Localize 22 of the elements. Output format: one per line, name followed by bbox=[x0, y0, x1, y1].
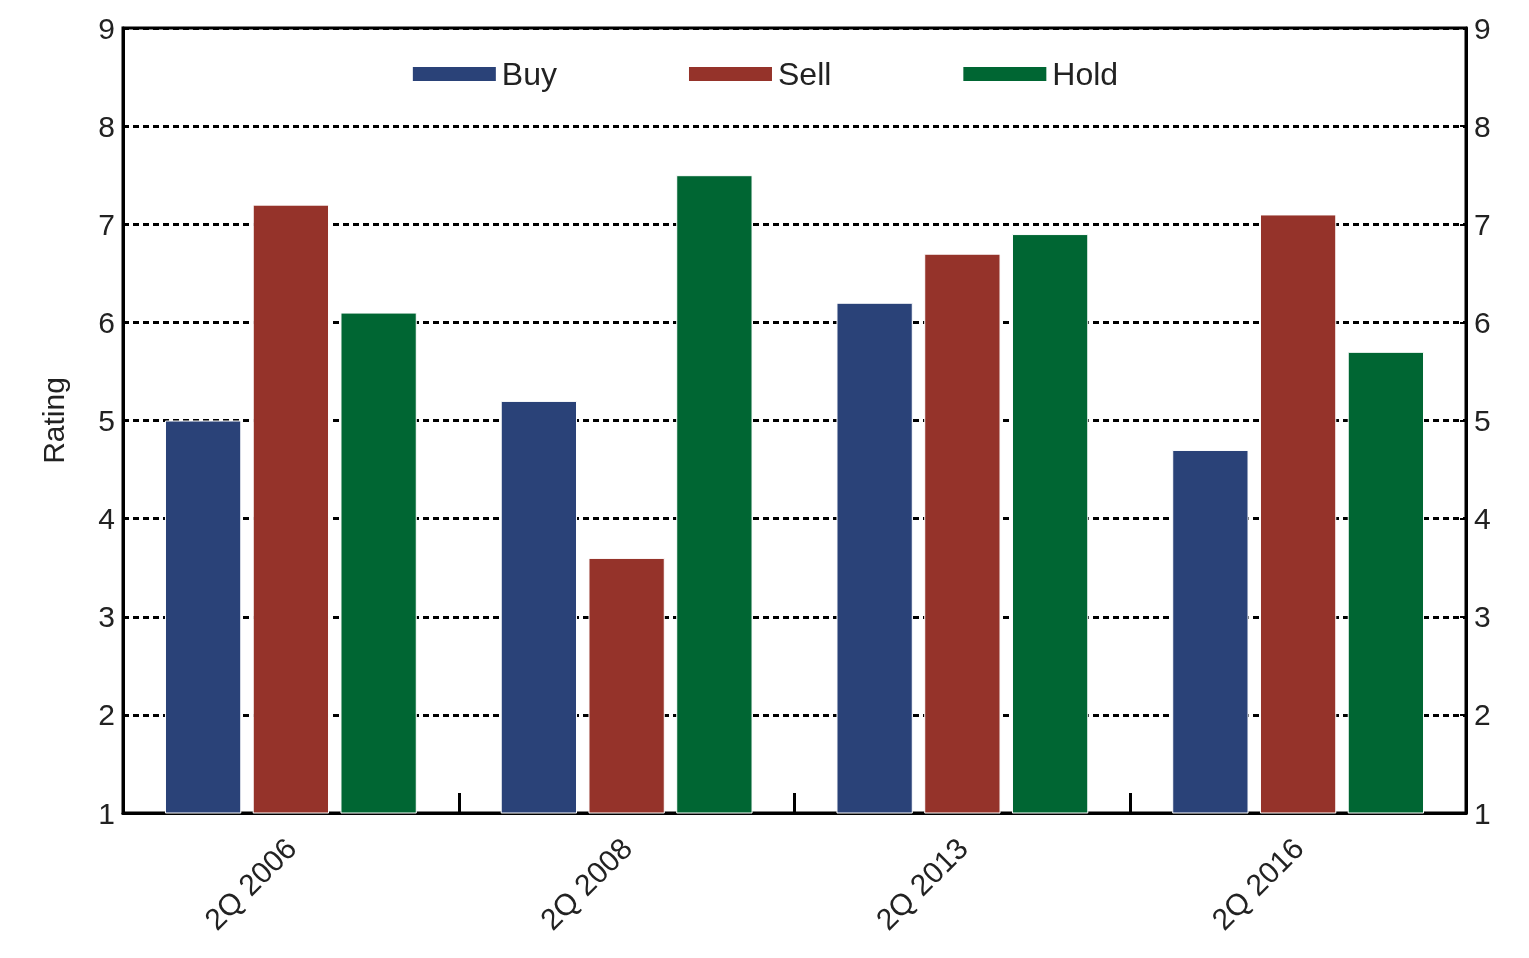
y-tick-label: 1 bbox=[98, 796, 115, 830]
y-tick-label: 9 bbox=[98, 11, 115, 45]
y2-tick-label: 1 bbox=[1474, 796, 1491, 830]
y-tick-label: 4 bbox=[98, 502, 115, 536]
y-axis-title: Rating bbox=[36, 377, 70, 464]
y-tick-label: 6 bbox=[98, 305, 115, 339]
y2-tick-label: 5 bbox=[1474, 404, 1491, 437]
y2-tick-label: 3 bbox=[1474, 600, 1491, 634]
y-tick-label: 8 bbox=[98, 109, 115, 143]
legend-label: Sell bbox=[777, 56, 832, 92]
y2-tick-label: 2 bbox=[1474, 698, 1491, 732]
legend-label: Buy bbox=[501, 56, 557, 92]
y2-tick-label: 4 bbox=[1474, 502, 1491, 536]
y-tick-label: 2 bbox=[98, 698, 115, 732]
y2-tick-label: 8 bbox=[1474, 109, 1491, 143]
y-tick-label: 7 bbox=[98, 207, 115, 241]
y-tick-label: 5 bbox=[98, 404, 115, 437]
y2-tick-label: 6 bbox=[1474, 305, 1491, 339]
y2-tick-label: 7 bbox=[1474, 207, 1491, 241]
y-tick-label: 3 bbox=[98, 600, 115, 634]
legend-label: Hold bbox=[1052, 56, 1119, 92]
y2-tick-label: 9 bbox=[1474, 11, 1491, 45]
